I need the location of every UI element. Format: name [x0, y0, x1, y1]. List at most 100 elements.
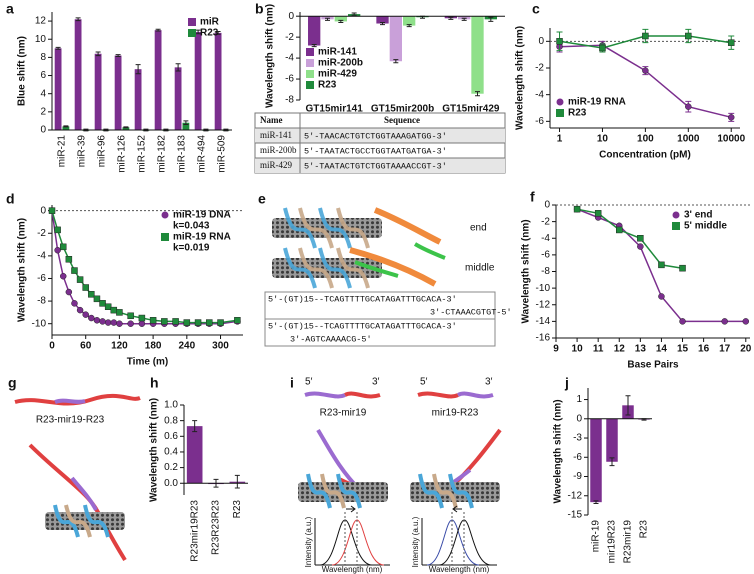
strand — [54, 398, 86, 404]
series-line — [51, 210, 238, 325]
legend-marker — [188, 18, 196, 26]
table-header: Sequence — [384, 115, 420, 125]
legend-marker — [306, 48, 314, 56]
three-prime: 3′ — [372, 377, 380, 388]
point — [54, 226, 61, 234]
error-bar — [380, 21, 386, 26]
strand — [28, 443, 127, 562]
point — [679, 318, 686, 325]
point — [685, 32, 692, 40]
error-bar — [183, 120, 189, 126]
panel-label: j — [564, 375, 569, 391]
point — [183, 319, 191, 326]
bar — [214, 32, 222, 130]
y-tick-label: 0.6 — [164, 431, 178, 442]
table-cell: 5'-TAACACTGTCTGGTAAAGATGG-3' — [304, 131, 447, 141]
y-axis-title: Intensity (a.u.) — [304, 516, 313, 567]
point — [234, 317, 241, 324]
table-cell: 5'-TAATACTGTCTGGTAAAACCGT-3' — [304, 161, 447, 171]
point — [138, 320, 146, 327]
legend-marker — [161, 233, 169, 241]
y-tick-label: -4 — [37, 251, 46, 262]
y-axis-title: Wavelength shift (nm) — [265, 4, 276, 108]
point — [727, 114, 735, 121]
panel-e-diagram: e end middle 5'-(GT)15--TCAGTTTTGCATAGAT… — [258, 191, 512, 347]
y-tick-label: -12 — [568, 490, 583, 501]
error-bar — [155, 28, 161, 32]
point — [104, 319, 112, 326]
dna-wrap — [283, 247, 352, 289]
panel-i-diagram: i 5′ 3′ R23-mir19 5′ 3′ mir19-R23 Intens… — [290, 375, 502, 574]
table-header: Name — [260, 115, 283, 125]
legend-marker — [306, 81, 314, 89]
legend-label: miR-429 — [318, 69, 357, 80]
y-tick-label: 0 — [288, 11, 294, 22]
error-bar — [338, 19, 344, 23]
point — [161, 318, 168, 325]
x-tick-label: 14 — [656, 344, 668, 355]
x-tick-label: 10 — [597, 134, 609, 145]
x-tick-label: 0 — [49, 341, 55, 352]
y-axis-title: Wavelength shift (nm) — [149, 398, 160, 502]
legend-label: miR-19 RNA — [568, 97, 626, 108]
x-tick-label: GT15mir429 — [442, 104, 500, 115]
table-cell: miR-200b — [260, 145, 297, 155]
point — [594, 210, 602, 217]
legend-marker — [672, 211, 680, 219]
y-tick-label: 0.4 — [164, 447, 178, 458]
x-tick-label: R23mir19 — [623, 520, 634, 564]
bar — [194, 31, 202, 130]
dna-wrap — [53, 504, 110, 538]
y-tick-label: 0.2 — [164, 462, 178, 473]
x-tick-label: 240 — [178, 341, 195, 352]
x-tick-label: 120 — [111, 341, 128, 352]
y-tick-label: -10 — [536, 283, 551, 294]
point — [110, 319, 118, 326]
legend-marker — [306, 59, 314, 67]
error-bar — [234, 474, 240, 489]
panel-label: i — [290, 375, 294, 391]
y-tick-label: -3 — [573, 433, 582, 444]
dna-wrap — [298, 207, 370, 249]
y-tick-label: -14 — [536, 316, 551, 327]
point — [149, 317, 157, 324]
legend-label: miR — [200, 17, 220, 28]
x-tick-label: 11 — [593, 344, 604, 355]
error-bar — [461, 17, 467, 21]
error-bar — [75, 17, 81, 22]
point — [71, 267, 78, 274]
y-tick-label: 12 — [35, 16, 47, 27]
point — [59, 272, 67, 280]
x-tick-label: R23R23R23 — [211, 500, 222, 555]
y-tick-label: 0.8 — [164, 415, 178, 426]
x-tick-label: miR-152 — [137, 135, 148, 173]
y-tick-label: -6 — [535, 116, 544, 127]
error-bar — [95, 51, 101, 57]
y-tick-label: -4 — [535, 89, 544, 100]
bar — [74, 19, 82, 131]
y-tick-label: -4 — [541, 233, 550, 244]
strand — [349, 247, 437, 287]
bar — [403, 16, 416, 26]
x-tick-label: 100 — [637, 134, 654, 145]
legend-note: k=0.019 — [173, 243, 210, 254]
x-tick-label: 1 — [557, 134, 563, 145]
point — [65, 288, 73, 296]
panel-label: h — [150, 375, 159, 391]
legend-label: miR-19 RNA — [173, 232, 231, 243]
point — [642, 67, 649, 74]
y-axis-title: Wavelength shift (nm) — [521, 219, 532, 323]
legend-label: 3' end — [684, 210, 713, 221]
five-prime: 5′ — [305, 377, 313, 388]
y-tick-label: -8 — [285, 95, 294, 106]
y-tick-label: 8 — [40, 52, 46, 63]
bar — [590, 418, 602, 503]
panel-label: g — [8, 375, 17, 391]
construct-title: R23-mir19 — [320, 408, 367, 419]
point — [71, 300, 78, 307]
y-tick-label: -6 — [285, 74, 294, 85]
error-bar — [406, 24, 412, 28]
point — [127, 312, 134, 320]
x-axis-title: Wavelength (nm) — [429, 565, 490, 574]
bar — [321, 16, 334, 20]
